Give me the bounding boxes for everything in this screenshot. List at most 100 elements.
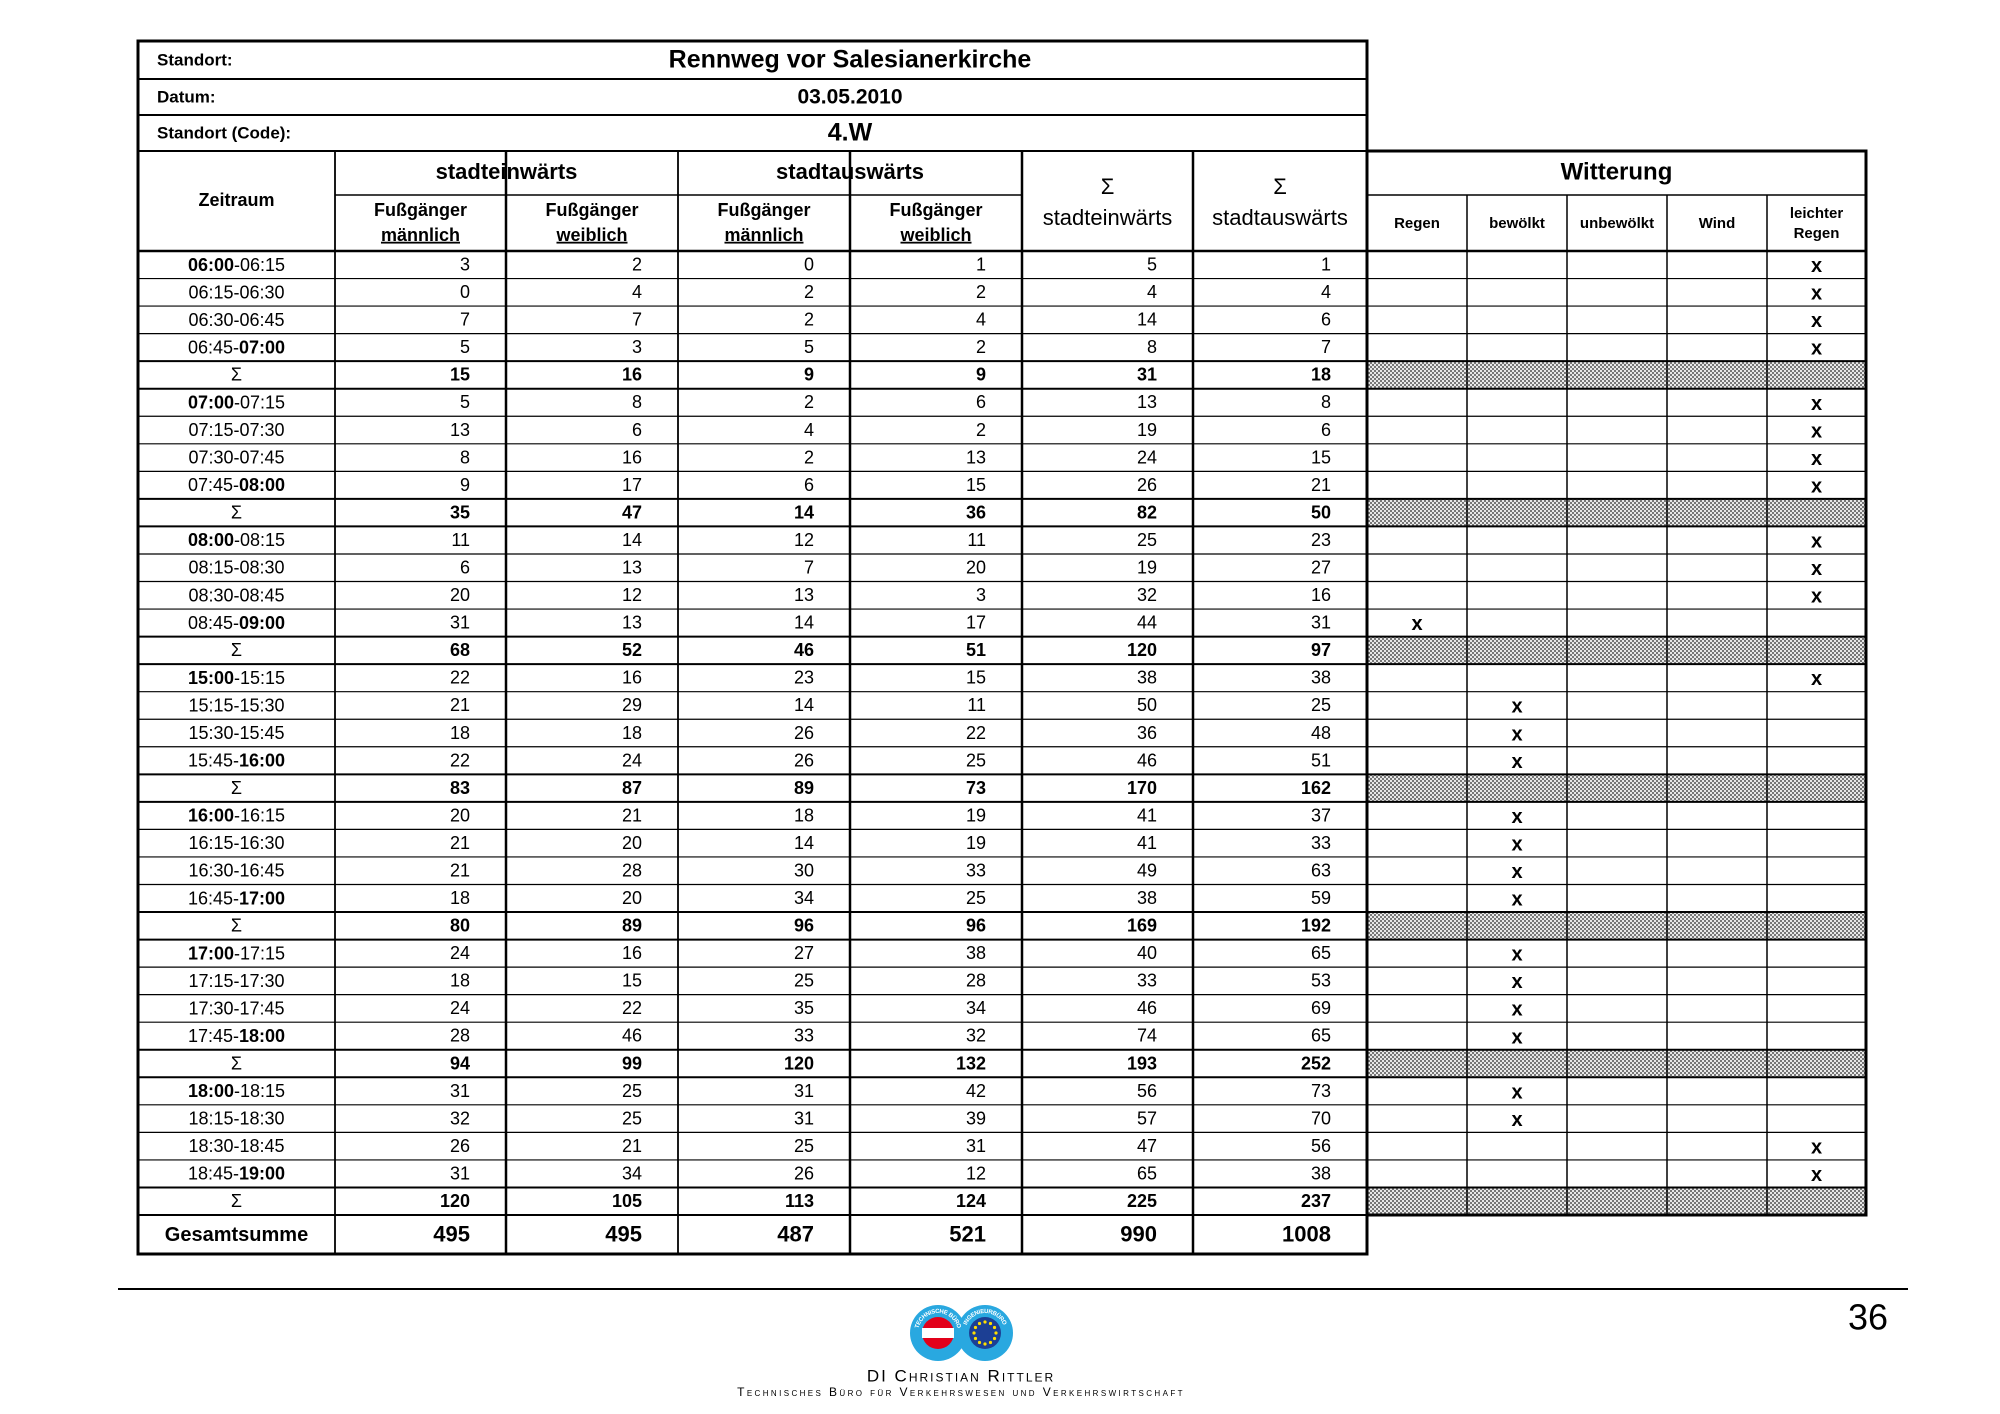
count-cell: 252: [1301, 1053, 1331, 1073]
logo-star: [992, 1336, 997, 1341]
count-cell: 57: [1137, 1108, 1157, 1128]
time-cell: 16:00-16:15: [188, 805, 285, 825]
weather-mark: x: [1511, 889, 1522, 911]
time-part: -: [234, 310, 240, 330]
count-cell: 18: [1311, 365, 1331, 385]
time-part: -: [234, 530, 240, 550]
logo-star: [994, 1331, 998, 1335]
count-cell: 16: [1311, 585, 1331, 605]
time-cell: 18:15-18:30: [188, 1108, 284, 1128]
count-cell: 89: [794, 778, 814, 798]
count-cell: 24: [450, 943, 470, 963]
count-cell: 38: [1137, 888, 1157, 908]
count-cell: 2: [804, 392, 814, 412]
time-part: 06:45: [240, 310, 285, 330]
count-cell: 99: [622, 1053, 642, 1073]
time-part: 07:15: [188, 420, 233, 440]
count-cell: 14: [1137, 310, 1157, 330]
time-cell: 08:30-08:45: [188, 585, 284, 605]
count-cell: 132: [956, 1053, 986, 1073]
count-cell: 13: [450, 420, 470, 440]
count-cell: 237: [1301, 1191, 1331, 1211]
count-cell: 36: [1137, 723, 1157, 743]
count-cell: 15: [622, 971, 642, 991]
weather-mark: x: [1511, 1026, 1522, 1048]
weather-mark: x: [1811, 338, 1822, 360]
header-value: 4.W: [828, 119, 873, 147]
time-part: 15:45: [188, 750, 233, 770]
time-part: 07:00: [239, 337, 285, 357]
count-cell: 31: [450, 613, 470, 633]
count-cell: 47: [1137, 1136, 1157, 1156]
company-subtitle: Technisches Büro für Verkehrswesen und V…: [737, 1385, 1185, 1399]
count-cell: 32: [1137, 585, 1157, 605]
count-cell: 1: [1321, 255, 1331, 275]
time-part: 07:45: [240, 447, 285, 467]
weather-mark: x: [1511, 833, 1522, 855]
count-cell: 18: [450, 971, 470, 991]
count-cell: 15: [1311, 447, 1331, 467]
sub-header: Fußgänger: [890, 200, 983, 220]
count-cell: 39: [966, 1108, 986, 1128]
count-cell: 50: [1311, 502, 1331, 522]
count-cell: 28: [450, 1026, 470, 1046]
count-cell: 5: [804, 337, 814, 357]
count-cell: 21: [1311, 475, 1331, 495]
count-cell: 22: [622, 998, 642, 1018]
count-cell: 31: [1311, 613, 1331, 633]
count-cell: 35: [450, 502, 470, 522]
time-part: 08:15: [188, 557, 233, 577]
page-number: 36: [1848, 1297, 1888, 1338]
count-cell: 6: [460, 557, 470, 577]
count-cell: 120: [1127, 640, 1157, 660]
count-cell: 38: [1311, 668, 1331, 688]
count-cell: 105: [612, 1191, 642, 1211]
count-cell: 225: [1127, 1191, 1157, 1211]
time-part: 07:45: [188, 475, 233, 495]
time-cell: 17:30-17:45: [188, 998, 284, 1018]
weather-header: Regen: [1794, 225, 1840, 242]
count-cell: 0: [460, 282, 470, 302]
count-cell: 47: [622, 502, 642, 522]
sub-header: männlich: [724, 225, 803, 245]
count-cell: 63: [1311, 860, 1331, 880]
count-cell: 59: [1311, 888, 1331, 908]
count-cell: 18: [622, 723, 642, 743]
sub-header: Fußgänger: [718, 200, 811, 220]
count-cell: 13: [622, 557, 642, 577]
count-cell: 6: [804, 475, 814, 495]
time-part: 16:45: [240, 860, 285, 880]
count-cell: 24: [450, 998, 470, 1018]
count-cell: 21: [450, 695, 470, 715]
count-cell: 11: [451, 530, 470, 550]
logo-star: [977, 1321, 982, 1326]
time-cell: 06:00-06:15: [188, 255, 285, 275]
count-cell: 8: [632, 392, 642, 412]
hatched-cell: [1367, 912, 1866, 940]
count-cell: 124: [956, 1191, 986, 1211]
count-cell: 169: [1127, 916, 1157, 936]
time-cell: 06:15-06:30: [188, 282, 284, 302]
count-cell: 46: [622, 1026, 642, 1046]
count-cell: 3: [460, 255, 470, 275]
count-cell: 26: [1137, 475, 1157, 495]
time-part: -: [234, 420, 240, 440]
header-value: 03.05.2010: [797, 86, 902, 109]
weather-mark: x: [1511, 944, 1522, 966]
count-cell: 13: [1137, 392, 1157, 412]
weather-mark: x: [1811, 475, 1822, 497]
count-cell: 33: [1311, 833, 1331, 853]
count-cell: 20: [622, 888, 642, 908]
time-part: 06:45: [188, 337, 233, 357]
count-cell: 22: [450, 750, 470, 770]
count-cell: 14: [794, 833, 814, 853]
time-cell: 16:45-17:00: [188, 888, 285, 908]
count-cell: 37: [1311, 805, 1331, 825]
header-label: Datum:: [157, 87, 216, 106]
time-part: 16:00: [239, 750, 285, 770]
count-cell: 65: [1311, 943, 1331, 963]
sum-label: Σ: [231, 502, 242, 522]
time-part: 18:15: [240, 1081, 285, 1101]
